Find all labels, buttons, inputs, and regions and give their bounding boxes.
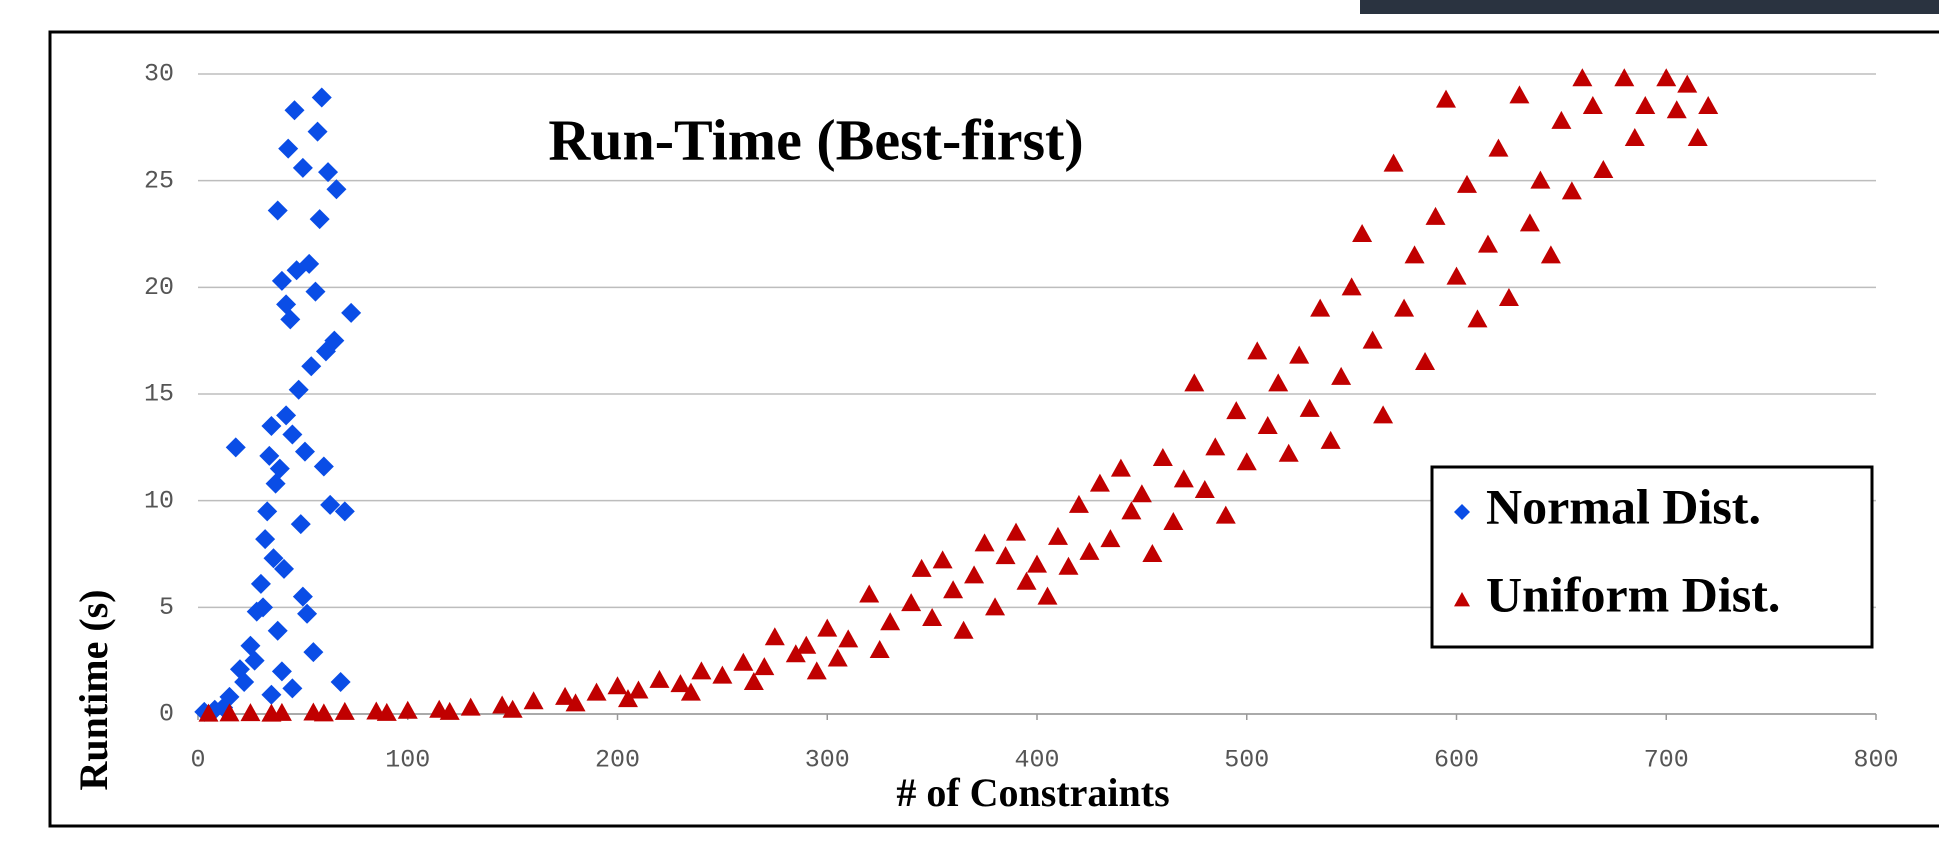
x-tick-label: 600 [1434, 746, 1479, 775]
y-tick-label: 10 [144, 486, 174, 515]
y-tick-label: 0 [159, 700, 174, 729]
chart-title: Run-Time (Best-first) [548, 107, 1083, 172]
y-tick-label: 25 [144, 166, 174, 195]
y-tick-label: 30 [144, 60, 174, 89]
x-tick-label: 300 [805, 746, 850, 775]
x-tick-label: 700 [1644, 746, 1689, 775]
photo-strip [1360, 0, 1939, 14]
y-tick-label: 5 [159, 593, 174, 622]
y-axis-label: Runtime (s) [71, 589, 116, 790]
x-axis-label: # of Constraints [896, 770, 1169, 815]
x-tick-label: 0 [190, 746, 205, 775]
y-tick-label: 15 [144, 380, 174, 409]
x-tick-label: 800 [1853, 746, 1898, 775]
y-tick-label: 20 [144, 273, 174, 302]
chart: 0510152025300100200300400500600700800 Ru… [0, 0, 1939, 846]
x-tick-label: 100 [385, 746, 430, 775]
x-tick-label: 500 [1224, 746, 1269, 775]
x-tick-label: 200 [595, 746, 640, 775]
legend-label: Uniform Dist. [1486, 566, 1780, 622]
legend-label: Normal Dist. [1486, 478, 1761, 534]
legend: Normal Dist. Uniform Dist. [1432, 467, 1872, 647]
